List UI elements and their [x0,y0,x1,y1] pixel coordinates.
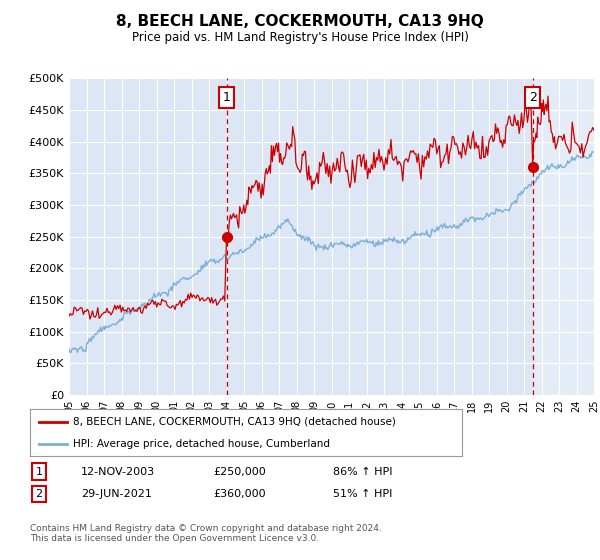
Text: 8, BEECH LANE, COCKERMOUTH, CA13 9HQ (detached house): 8, BEECH LANE, COCKERMOUTH, CA13 9HQ (de… [73,417,396,427]
Text: £250,000: £250,000 [213,466,266,477]
Text: Contains HM Land Registry data © Crown copyright and database right 2024.
This d: Contains HM Land Registry data © Crown c… [30,524,382,543]
Text: 51% ↑ HPI: 51% ↑ HPI [333,489,392,499]
Text: 29-JUN-2021: 29-JUN-2021 [81,489,152,499]
Text: £360,000: £360,000 [213,489,266,499]
Text: 2: 2 [35,489,43,499]
Text: 1: 1 [223,91,230,104]
Text: 86% ↑ HPI: 86% ↑ HPI [333,466,392,477]
Text: 12-NOV-2003: 12-NOV-2003 [81,466,155,477]
Text: Price paid vs. HM Land Registry's House Price Index (HPI): Price paid vs. HM Land Registry's House … [131,31,469,44]
Text: 8, BEECH LANE, COCKERMOUTH, CA13 9HQ: 8, BEECH LANE, COCKERMOUTH, CA13 9HQ [116,14,484,29]
Text: 2: 2 [529,91,536,104]
Text: HPI: Average price, detached house, Cumberland: HPI: Average price, detached house, Cumb… [73,438,330,449]
Text: 1: 1 [35,466,43,477]
Bar [533,78,594,395]
